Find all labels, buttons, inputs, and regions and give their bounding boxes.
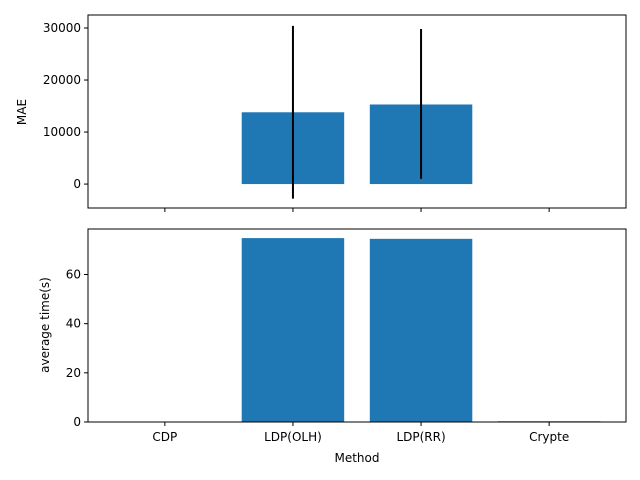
y-tick-label: 20000 [43, 73, 81, 87]
y-tick-label: 40 [66, 317, 81, 331]
mae-y-axis-label: MAE [15, 99, 29, 125]
y-tick-label: 30000 [43, 21, 81, 35]
y-tick-label: 0 [73, 177, 81, 191]
plot-frame [87, 14, 627, 209]
y-tick-label: 0 [73, 415, 81, 429]
method-x-axis-label: Method [334, 451, 379, 465]
bar-ldp-rr- [369, 238, 473, 422]
x-tick-label: LDP(RR) [396, 430, 445, 444]
x-tick-label: CDP [152, 430, 177, 444]
y-tick-label: 20 [66, 366, 81, 380]
plot-frame [87, 228, 627, 423]
y-tick-label: 60 [66, 267, 81, 281]
y-tick-label: 10000 [43, 125, 81, 139]
x-tick-label: Crypte [529, 430, 569, 444]
x-tick-label: LDP(OLH) [264, 430, 322, 444]
mae-panel: 0 10000 20000 30000 [43, 14, 627, 212]
bar-ldp-olh- [241, 238, 345, 422]
time-panel: 0 20 40 60 CDP LDP(OLH) LDP(RR) Crypte [66, 228, 627, 444]
time-y-axis-label: average time(s) [38, 277, 52, 373]
